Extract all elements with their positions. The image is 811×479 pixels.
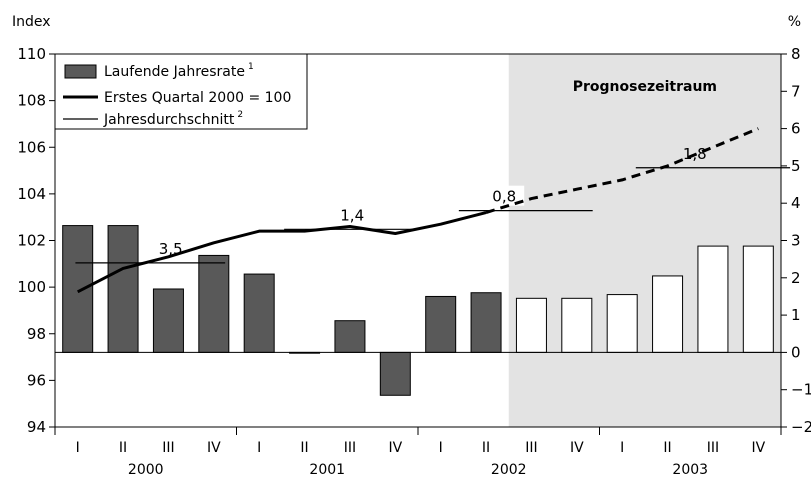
right-tick-label-9: 7	[791, 82, 801, 100]
left-tick-label-2: 98	[27, 325, 46, 343]
right-tick-label-5: 3	[791, 232, 801, 250]
bar-4	[243, 273, 275, 353]
forecast-label: Prognosezeitraum	[573, 79, 717, 95]
forecast-region	[508, 54, 781, 427]
quarter-label-6: III	[344, 440, 356, 456]
average-label-2002: 0,8	[492, 188, 516, 206]
quarter-label-5: II	[300, 440, 308, 456]
bar-2	[152, 288, 184, 353]
right-tick-label-10: 8	[791, 45, 801, 63]
legend: Laufende Jahresrate 1 Erstes Quartal 2000…	[54, 53, 308, 130]
index-line-actual	[77, 211, 487, 294]
bar-6	[334, 320, 366, 353]
left-tick-label-6: 106	[17, 138, 46, 156]
bar-1	[107, 225, 139, 353]
quarter-label-1: II	[119, 440, 127, 456]
quarter-label-4: I	[257, 440, 261, 456]
quarter-label-9: II	[482, 440, 490, 456]
right-tick-label-0: −2	[791, 418, 811, 436]
left-tick-label-3: 100	[17, 278, 46, 296]
legend-bar-swatch	[64, 64, 97, 79]
right-tick-label-8: 6	[791, 120, 801, 138]
left-tick-label-8: 110	[17, 45, 46, 63]
legend-average-label: Jahresdurchschnitt 2	[103, 110, 243, 128]
quarter-label-10: III	[525, 440, 537, 456]
right-tick-label-1: −1	[791, 381, 811, 399]
left-axis-title: Index	[12, 14, 51, 30]
right-tick-label-6: 4	[791, 194, 801, 212]
year-label-2000: 2000	[128, 462, 164, 478]
bar-8	[425, 295, 457, 353]
quarter-label-12: I	[620, 440, 624, 456]
quarter-label-8: I	[439, 440, 443, 456]
year-label-2003: 2003	[672, 462, 708, 478]
legend-box	[54, 53, 308, 130]
bar-12	[606, 294, 638, 353]
quarter-label-2: III	[162, 440, 174, 456]
left-tick-label-0: 94	[27, 418, 46, 436]
bar-14	[697, 245, 729, 353]
year-label-2001: 2001	[309, 462, 345, 478]
right-tick-label-2: 0	[791, 343, 801, 361]
legend-bar-label: Laufende Jahresrate 1	[104, 62, 254, 80]
left-tick-label-1: 96	[27, 371, 46, 389]
quarter-label-13: II	[663, 440, 671, 456]
right-tick-label-4: 2	[791, 269, 801, 287]
quarter-label-15: IV	[751, 440, 765, 456]
average-label-bg-2002	[484, 185, 525, 206]
quarter-label-3: IV	[207, 440, 221, 456]
bar-10	[515, 297, 547, 353]
left-tick-label-4: 102	[17, 232, 46, 250]
legend-index-label: Erstes Quartal 2000 = 100	[104, 90, 291, 106]
year-label-2002: 2002	[491, 462, 527, 478]
quarter-label-14: III	[707, 440, 719, 456]
average-label-bg-2003	[674, 142, 715, 163]
quarter-label-0: I	[76, 440, 80, 456]
bar-15	[742, 245, 774, 353]
left-tick-label-5: 104	[17, 185, 46, 203]
bar-13	[652, 275, 684, 353]
bar-3	[198, 254, 230, 353]
average-label-2001: 1,4	[340, 206, 364, 224]
bar-11	[561, 297, 593, 353]
right-tick-label-3: 1	[791, 306, 801, 324]
right-axis-title: %	[788, 14, 801, 30]
quarter-label-7: IV	[388, 440, 402, 456]
bar-7	[379, 351, 411, 396]
left-tick-label-7: 108	[17, 92, 46, 110]
bar-9	[470, 292, 502, 353]
bar-0	[62, 225, 94, 353]
quarter-label-11: IV	[570, 440, 584, 456]
right-tick-label-7: 5	[791, 157, 801, 175]
